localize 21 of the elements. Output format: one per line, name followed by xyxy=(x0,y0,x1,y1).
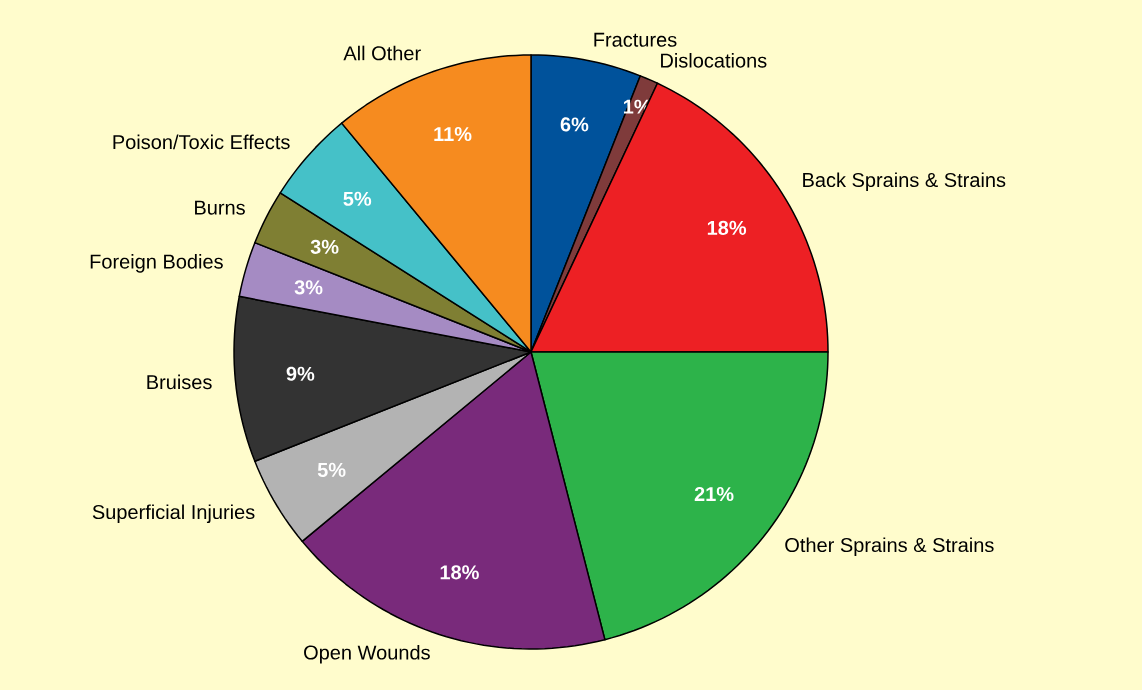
data-label: 3% xyxy=(294,280,323,295)
slice-label: Dislocations xyxy=(661,53,767,68)
data-label: 3% xyxy=(310,239,339,254)
slice-label: All Other xyxy=(343,45,421,61)
data-label: 5% xyxy=(343,191,372,206)
data-label: 18% xyxy=(440,565,479,580)
data-label: 11% xyxy=(434,127,472,142)
data-label: 18% xyxy=(707,220,747,235)
slice-label: Open Wounds xyxy=(304,644,430,664)
data-label: 5% xyxy=(317,462,346,477)
slice-label: Poison/Toxic Effects xyxy=(113,134,290,150)
slice-label: Other Sprains & Strains xyxy=(785,537,994,557)
data-label: 9% xyxy=(286,366,315,381)
slice-label: Back Sprains & Strains xyxy=(803,172,1006,192)
slice-label: Bruises xyxy=(147,374,212,390)
slice-label: Foreign Bodies xyxy=(90,254,223,273)
slice-label: Fractures xyxy=(594,32,677,47)
slice-label: Superficial Injuries xyxy=(92,504,255,524)
data-label: 6% xyxy=(560,117,589,132)
data-label: 21% xyxy=(694,486,734,502)
slice-label: Burns xyxy=(195,200,245,215)
